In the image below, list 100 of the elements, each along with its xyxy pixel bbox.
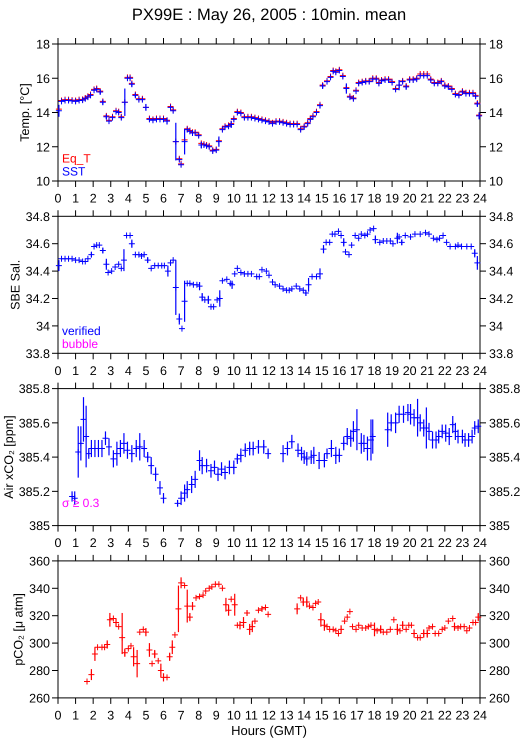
x-tick-label: 4 [124, 192, 132, 206]
x-tick-label: 16 [332, 192, 346, 206]
x-tick-label: 6 [160, 536, 168, 550]
x-tick-label: 3 [107, 192, 114, 206]
y2-tick-label: 260 [489, 691, 510, 706]
y-tick-label: 385.4 [18, 450, 50, 465]
y2-tick-label: 12 [489, 140, 503, 154]
x-tick-label: 15 [314, 708, 329, 722]
x-tick-label: 5 [142, 708, 150, 722]
y-tick-label: 340 [29, 582, 50, 596]
y-tick-label: 34 [36, 319, 50, 334]
y-tick-label: 18 [36, 38, 50, 52]
x-tick-label: 21 [420, 364, 434, 378]
x-tick-label: 0 [54, 708, 62, 722]
x-tick-label: 4 [124, 536, 132, 550]
x-tick-label: 0 [54, 364, 62, 378]
x-tick-label: 12 [262, 708, 276, 722]
y-tick-label: 34.2 [26, 292, 50, 306]
x-tick-label: 21 [420, 192, 434, 206]
x-tick-label: 14 [297, 708, 312, 722]
y-axis-title: Air xCO₂ [ppm] [2, 415, 16, 499]
y2-tick-label: 10 [489, 174, 503, 188]
text: SST [62, 164, 86, 178]
x-tick-label: 22 [438, 536, 452, 550]
x-tick-label: 20 [402, 708, 417, 722]
x-tick-label: 16 [332, 536, 346, 550]
y-tick-label: 33.8 [26, 346, 50, 361]
x-axis-title: Hours (GMT) [231, 722, 307, 738]
y2-tick-label: 360 [489, 554, 510, 568]
y2-tick-label: 34.6 [489, 237, 514, 252]
y2-tick-label: 16 [489, 72, 503, 86]
x-tick-label: 9 [212, 536, 220, 550]
x-tick-label: 21 [420, 536, 434, 550]
x-tick-label: 12 [262, 364, 276, 378]
x-tick-label: 15 [314, 536, 329, 550]
x-tick-label: 7 [178, 708, 185, 722]
y-tick-label: 385 [29, 519, 50, 534]
y2-tick-label: 34.2 [489, 292, 514, 306]
x-tick-label: 20 [402, 364, 417, 378]
y-tick-label: 385.6 [18, 416, 50, 430]
x-tick-label: 13 [280, 536, 294, 550]
x-tick-label: 10 [226, 708, 241, 722]
y-tick-label: 280 [29, 664, 50, 678]
x-tick-label: 13 [280, 364, 294, 378]
y2-tick-label: 340 [489, 582, 510, 596]
x-tick-label: 23 [455, 536, 470, 550]
x-tick-label: 23 [455, 364, 470, 378]
x-tick-label: 2 [90, 364, 97, 378]
y-tick-label: 260 [29, 691, 50, 706]
y-tick-label: 12 [36, 140, 50, 154]
y-axis-title: SBE Sal. [8, 260, 22, 310]
x-tick-label: 9 [212, 708, 220, 722]
x-tick-label: 8 [195, 708, 202, 722]
x-tick-label: 18 [368, 192, 382, 206]
x-tick-label: 6 [160, 364, 168, 378]
x-tick-label: 11 [244, 708, 258, 722]
x-tick-label: 5 [142, 192, 150, 206]
x-tick-label: 14 [297, 192, 312, 206]
x-tick-label: 17 [350, 708, 364, 722]
y-axis-title: Temp. [°C] [18, 83, 32, 142]
y2-tick-label: 280 [489, 664, 510, 678]
x-tick-label: 15 [314, 192, 329, 206]
text: Eq_T [62, 152, 92, 166]
y-tick-label: 34.6 [26, 237, 50, 252]
y2-tick-label: 18 [489, 38, 503, 52]
y2-tick-label: 34 [489, 319, 503, 334]
x-tick-label: 20 [402, 536, 417, 550]
x-tick-label: 24 [473, 536, 487, 550]
x-tick-label: 4 [124, 364, 132, 378]
x-tick-label: 17 [350, 192, 364, 206]
y-axis-title: pCO₂ [μ atm] [12, 593, 26, 666]
x-tick-label: 24 [473, 708, 487, 722]
x-tick-label: 11 [244, 536, 258, 550]
x-tick-label: 14 [297, 364, 312, 378]
chart-title: PX99E : May 26, 2005 : 10min. mean [132, 6, 406, 24]
y2-tick-label: 385.6 [489, 416, 520, 430]
x-tick-label: 3 [107, 708, 114, 722]
x-tick-label: 8 [195, 364, 202, 378]
y2-tick-label: 320 [489, 609, 510, 624]
x-tick-label: 11 [244, 364, 258, 378]
x-tick-label: 9 [212, 192, 220, 206]
x-tick-label: 6 [160, 708, 168, 722]
x-tick-label: 19 [385, 536, 400, 550]
y2-tick-label: 385 [489, 519, 510, 534]
x-tick-label: 19 [385, 364, 400, 378]
x-tick-label: 16 [332, 364, 346, 378]
x-tick-label: 3 [107, 364, 114, 378]
x-tick-label: 2 [90, 536, 97, 550]
x-tick-label: 1 [72, 364, 80, 378]
x-tick-label: 16 [332, 708, 346, 722]
x-tick-label: 13 [280, 192, 294, 206]
x-tick-label: 3 [107, 536, 114, 550]
y-tick-label: 385.2 [18, 484, 50, 499]
x-tick-label: 24 [473, 192, 487, 206]
x-tick-label: 2 [90, 192, 97, 206]
x-tick-label: 11 [244, 192, 258, 206]
x-tick-label: 9 [212, 364, 220, 378]
y-tick-label: 34.4 [26, 264, 50, 279]
y2-tick-label: 33.8 [489, 346, 514, 361]
y-tick-label: 34.8 [26, 210, 50, 224]
